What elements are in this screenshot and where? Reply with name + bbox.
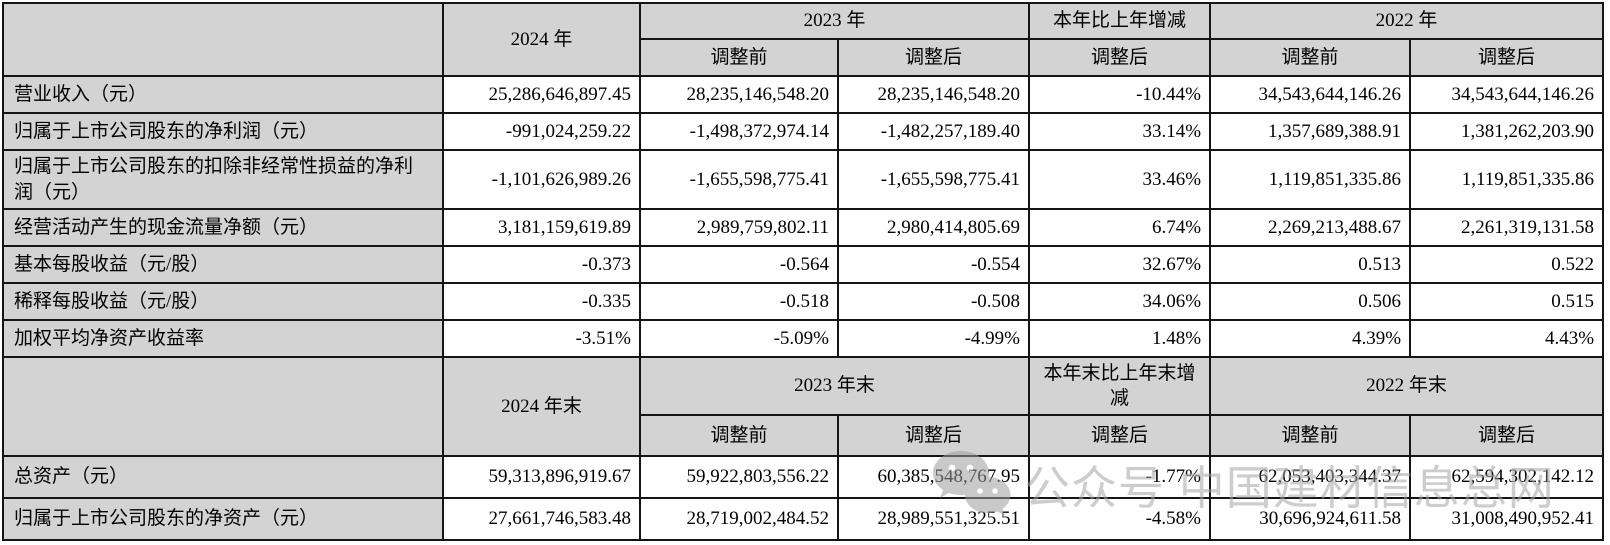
header-2023-post: 调整后 (836, 38, 1031, 77)
cell-2023-post: -0.554 (836, 245, 1031, 285)
cell-2023-post: 28,235,146,548.20 (836, 75, 1031, 114)
cell-2022-post: 2,261,319,131.58 (1409, 208, 1605, 248)
table-row: 总资产（元） 59,313,896,919.67 59,922,803,556.… (2, 455, 1605, 500)
row-label: 营业收入（元） (2, 75, 444, 114)
row-label: 归属于上市公司股东的净利润（元） (2, 112, 444, 151)
cell-2023-post: -1,655,598,775.41 (836, 148, 1031, 211)
header-2022-pre: 调整前 (1209, 38, 1412, 77)
header-2024: 2024 年 (442, 2, 641, 77)
cell-change: 34.06% (1028, 282, 1212, 322)
header-row-years: 2024 年 2023 年 本年比上年增减 2022 年 (2, 2, 1605, 77)
cell-2022-pre: 2,269,213,488.67 (1209, 208, 1412, 248)
header-2023-end: 2023 年末 (638, 356, 1031, 417)
cell-2022-pre: 1,357,689,388.91 (1209, 112, 1412, 151)
header-row-yearend: 2024 年末 2023 年末 本年末比上年末增减 2022 年末 (2, 356, 1605, 458)
cell-2022-post: 34,543,644,146.26 (1409, 75, 1605, 114)
header-2023: 2023 年 (638, 2, 1031, 40)
cell-2023-post: -1,482,257,189.40 (836, 112, 1031, 151)
cell-2024: 25,286,646,897.45 (442, 75, 641, 114)
cell-2023-post: -4.99% (836, 319, 1031, 359)
table-row: 营业收入（元） 25,286,646,897.45 28,235,146,548… (2, 75, 1605, 114)
table-row: 基本每股收益（元/股） -0.373 -0.564 -0.554 32.67% … (2, 245, 1605, 285)
row-label: 基本每股收益（元/股） (2, 245, 444, 285)
row-label: 加权平均净资产收益率 (2, 319, 444, 359)
header-2024-end: 2024 年末 (442, 356, 641, 458)
corner-empty-cell (2, 2, 444, 77)
header-yoy-change: 本年比上年增减 (1028, 2, 1212, 40)
cell-2022-pre: 30,696,924,611.58 (1209, 497, 1412, 542)
cell-2022-pre: 0.513 (1209, 245, 1412, 285)
cell-change: 33.14% (1028, 112, 1212, 151)
row-label: 经营活动产生的现金流量净额（元） (2, 208, 444, 248)
cell-change: -10.44% (1028, 75, 1212, 114)
cell-2023-post: 60,385,548,767.95 (836, 455, 1031, 500)
cell-2024: -1,101,626,989.26 (442, 148, 641, 211)
header-2022-end-post: 调整后 (1409, 414, 1605, 458)
cell-2023-pre: -1,655,598,775.41 (639, 148, 839, 211)
cell-2023-pre: -0.564 (639, 245, 839, 285)
header-2023-pre: 调整前 (639, 38, 839, 77)
cell-2023-post: 28,989,551,325.51 (836, 497, 1031, 542)
table-row: 稀释每股收益（元/股） -0.335 -0.518 -0.508 34.06% … (2, 282, 1605, 322)
cell-2024: 59,313,896,919.67 (442, 455, 641, 500)
cell-2024: -0.373 (442, 245, 641, 285)
cell-2023-post: -0.508 (836, 282, 1031, 322)
cell-2022-pre: 34,543,644,146.26 (1209, 75, 1412, 114)
cell-2022-post: 1,381,262,203.90 (1409, 112, 1605, 151)
cell-2023-pre: 2,989,759,802.11 (639, 208, 839, 248)
table-row: 归属于上市公司股东的净利润（元） -991,024,259.22 -1,498,… (2, 112, 1605, 151)
cell-2022-post: 31,008,490,952.41 (1409, 497, 1605, 542)
cell-2022-pre: 62,053,403,344.37 (1209, 455, 1412, 500)
header-2023-end-post: 调整后 (836, 414, 1031, 458)
cell-2022-post: 0.515 (1409, 282, 1605, 322)
table-row: 归属于上市公司股东的扣除非经常性损益的净利润（元） -1,101,626,989… (2, 148, 1605, 211)
cell-change: 33.46% (1028, 148, 1212, 211)
cell-2023-pre: 28,235,146,548.20 (639, 75, 839, 114)
header-change-end-post: 调整后 (1028, 414, 1212, 458)
cell-2022-post: 4.43% (1409, 319, 1605, 359)
cell-change: -4.58% (1028, 497, 1212, 542)
cell-2024: 27,661,746,583.48 (442, 497, 641, 542)
cell-change: 32.67% (1028, 245, 1212, 285)
cell-change: 1.48% (1028, 319, 1212, 359)
cell-2024: -0.335 (442, 282, 641, 322)
cell-2022-pre: 4.39% (1209, 319, 1412, 359)
cell-2024: -3.51% (442, 319, 641, 359)
row-label: 归属于上市公司股东的扣除非经常性损益的净利润（元） (2, 148, 444, 211)
header-row-adjust: 调整前 调整后 调整后 调整前 调整后 (3, 38, 1605, 77)
cell-2024: 3,181,159,619.89 (442, 208, 641, 248)
cell-2022-pre: 1,119,851,335.86 (1209, 148, 1412, 211)
cell-change: 6.74% (1028, 208, 1212, 248)
cell-2023-pre: -1,498,372,974.14 (639, 112, 839, 151)
header-2022-end: 2022 年末 (1209, 356, 1605, 417)
table-row: 经营活动产生的现金流量净额（元） 3,181,159,619.89 2,989,… (2, 208, 1605, 248)
header-row-adjust-2: 调整前 调整后 调整后 调整前 调整后 (3, 414, 1605, 458)
header-yearend-change: 本年末比上年末增减 (1028, 356, 1212, 417)
table-row: 加权平均净资产收益率 -3.51% -5.09% -4.99% 1.48% 4.… (2, 319, 1605, 359)
cell-2024: -991,024,259.22 (442, 112, 641, 151)
header-yearend-change-text: 本年末比上年末增减 (1043, 362, 1196, 410)
row-label: 总资产（元） (2, 455, 444, 500)
row-label: 稀释每股收益（元/股） (2, 282, 444, 322)
table-row: 归属于上市公司股东的净资产（元） 27,661,746,583.48 28,71… (2, 497, 1605, 542)
cell-2023-pre: -5.09% (639, 319, 839, 359)
cell-change: -1.77% (1028, 455, 1212, 500)
cell-2023-pre: 59,922,803,556.22 (639, 455, 839, 500)
cell-2023-pre: 28,719,002,484.52 (639, 497, 839, 542)
cell-2022-post: 0.522 (1409, 245, 1605, 285)
cell-2022-pre: 0.506 (1209, 282, 1412, 322)
corner-empty-cell (2, 356, 444, 458)
cell-2022-post: 1,119,851,335.86 (1409, 148, 1605, 211)
header-change-post: 调整后 (1028, 38, 1212, 77)
header-2022-post: 调整后 (1409, 38, 1605, 77)
cell-2022-post: 62,594,302,142.12 (1409, 455, 1605, 500)
header-2022-end-pre: 调整前 (1209, 414, 1412, 458)
header-2022: 2022 年 (1209, 2, 1605, 40)
cell-2023-post: 2,980,414,805.69 (836, 208, 1031, 248)
cell-2023-pre: -0.518 (639, 282, 839, 322)
row-label: 归属于上市公司股东的净资产（元） (2, 497, 444, 542)
header-2023-end-pre: 调整前 (639, 414, 839, 458)
